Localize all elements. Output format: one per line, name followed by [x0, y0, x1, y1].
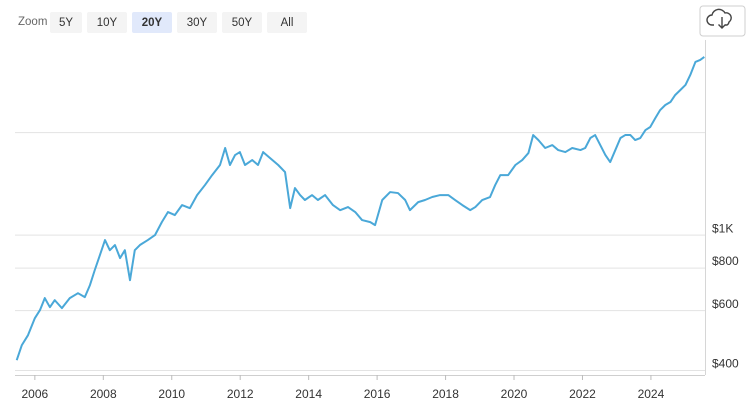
- x-tick-label: 2010: [158, 387, 185, 401]
- zoom-button-label[interactable]: All: [281, 17, 294, 29]
- zoom-button-label[interactable]: 10Y: [97, 17, 118, 29]
- y-tick-label: $1K: [712, 221, 733, 235]
- x-tick-label: 2016: [364, 387, 391, 401]
- x-tick-label: 2020: [501, 387, 528, 401]
- zoom-button[interactable]: [267, 12, 307, 33]
- x-tick-label: 2024: [638, 387, 665, 401]
- zoom-button-label[interactable]: 5Y: [59, 17, 73, 29]
- x-tick-label: 2008: [90, 387, 117, 401]
- download-icon[interactable]: [706, 8, 732, 26]
- zoom-label: Zoom: [18, 16, 47, 28]
- zoom-button[interactable]: [87, 12, 127, 33]
- download-button[interactable]: [699, 5, 746, 37]
- download-arrow[interactable]: [718, 17, 726, 29]
- price-line: [15, 56, 705, 361]
- x-tick-label: 2006: [21, 387, 48, 401]
- x-tick-label: 2012: [227, 387, 254, 401]
- zoom-button[interactable]: [50, 12, 82, 33]
- zoom-button[interactable]: [177, 12, 217, 33]
- zoom-button-label[interactable]: 30Y: [187, 17, 208, 29]
- x-tick-label: 2018: [432, 387, 459, 401]
- y-tick-label: $800: [712, 254, 739, 268]
- zoom-button[interactable]: [222, 12, 262, 33]
- zoom-button[interactable]: [132, 12, 172, 33]
- y-tick-label: $600: [712, 297, 739, 311]
- x-tick-label: 2022: [569, 387, 596, 401]
- zoom-button-label[interactable]: 50Y: [232, 17, 253, 29]
- x-tick-label: 2014: [295, 387, 322, 401]
- zoom-button-label[interactable]: 20Y: [142, 17, 163, 29]
- y-tick-label: $400: [712, 357, 739, 371]
